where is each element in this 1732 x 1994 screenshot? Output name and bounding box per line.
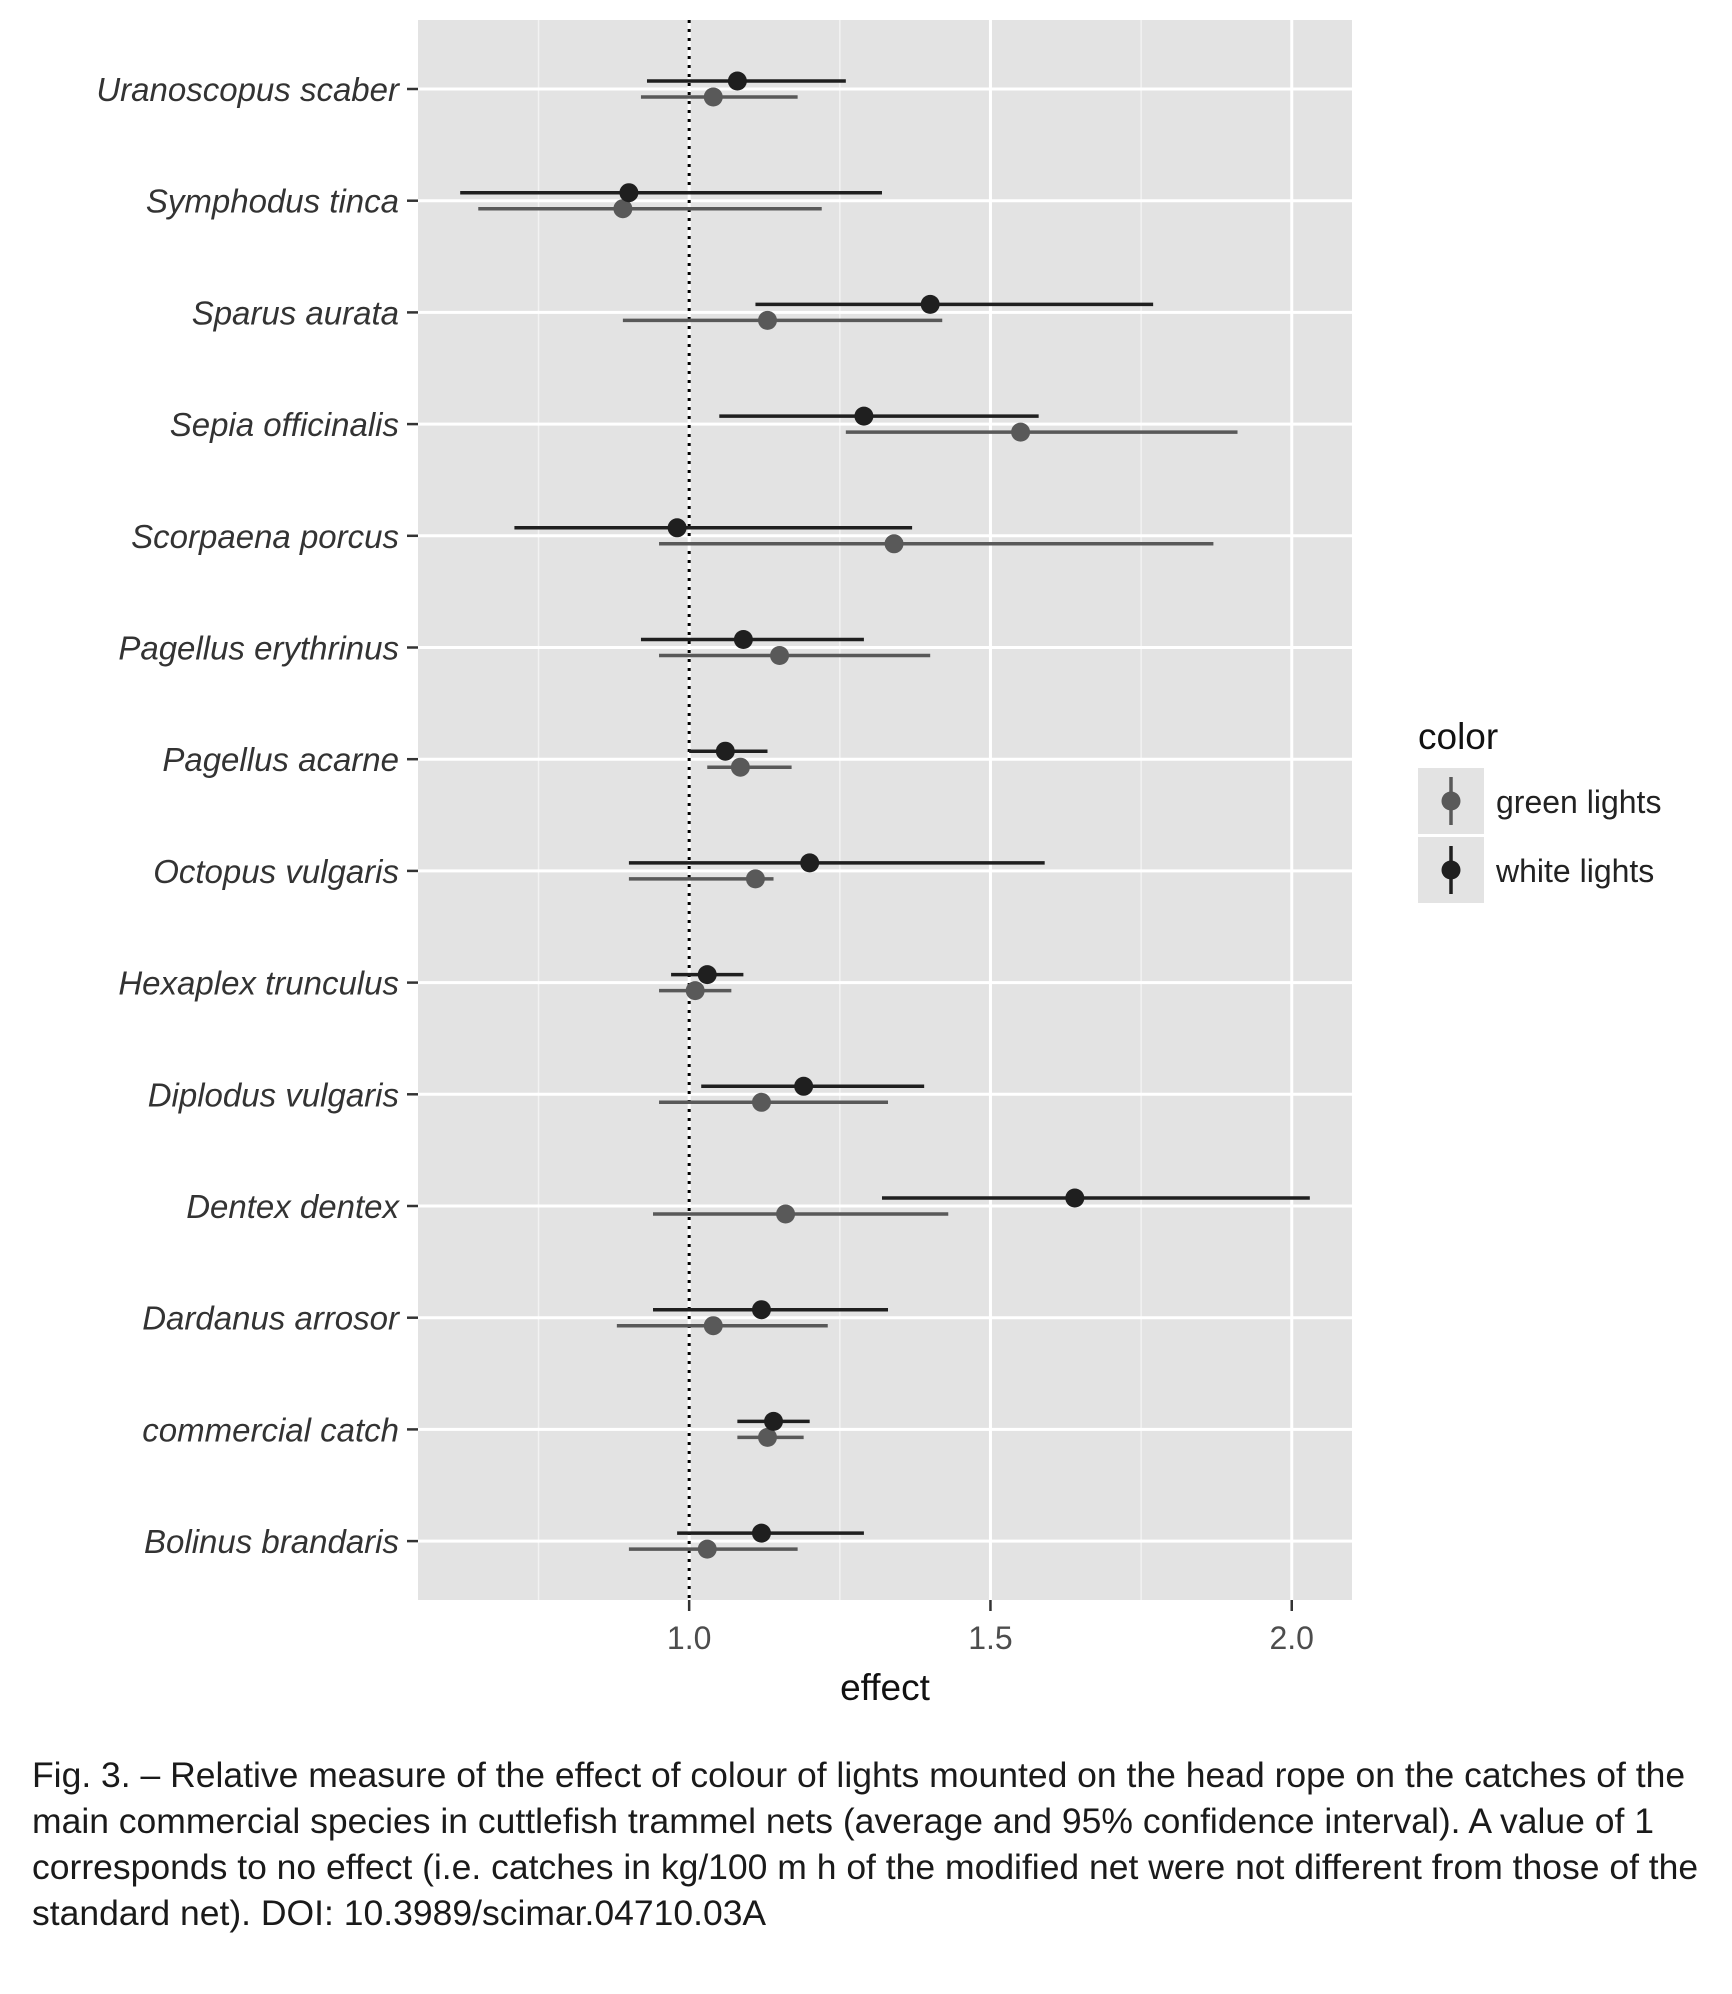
data-point-green-lights xyxy=(884,534,904,554)
y-axis-tick-label: Dentex dentex xyxy=(186,1188,400,1225)
y-axis-tick-label: commercial catch xyxy=(142,1411,399,1448)
data-point-white-lights xyxy=(619,183,639,203)
y-axis-tick-label: Scorpaena porcus xyxy=(131,518,399,555)
x-axis-tick-label: 1.5 xyxy=(968,1620,1012,1656)
plot-panel xyxy=(418,20,1352,1600)
y-axis-tick-label: Hexaplex trunculus xyxy=(118,965,399,1002)
data-point-white-lights xyxy=(800,853,820,873)
data-point-white-lights xyxy=(764,1411,784,1431)
data-point-white-lights xyxy=(727,71,747,91)
data-point-green-lights xyxy=(757,1427,777,1447)
y-axis-tick-label: Sepia officinalis xyxy=(170,406,399,443)
legend-label-green-lights: green lights xyxy=(1496,784,1661,820)
data-point-green-lights xyxy=(757,310,777,330)
data-point-white-lights xyxy=(715,741,735,761)
x-axis-title: effect xyxy=(840,1667,931,1708)
y-axis-tick-label: Octopus vulgaris xyxy=(153,853,399,890)
legend-key-point-white-lights xyxy=(1441,860,1461,880)
data-point-green-lights xyxy=(697,1539,717,1559)
legend-title: color xyxy=(1418,716,1498,757)
data-point-white-lights xyxy=(854,406,874,426)
data-point-green-lights xyxy=(613,199,633,219)
minor-gridlines xyxy=(537,20,1142,1600)
data-point-white-lights xyxy=(920,294,940,314)
data-point-green-lights xyxy=(745,869,765,889)
data-point-green-lights xyxy=(703,87,723,107)
legend-key-point-green-lights xyxy=(1441,791,1461,811)
data-point-green-lights xyxy=(685,981,705,1001)
data-point-green-lights xyxy=(730,757,750,777)
series-layer xyxy=(460,71,1310,1559)
data-point-green-lights xyxy=(1011,422,1031,442)
legend-label-white-lights: white lights xyxy=(1495,853,1654,889)
y-axis-tick-label: Dardanus arrosor xyxy=(142,1300,401,1337)
y-axis: Uranoscopus scaber Symphodus tinca Sparus … xyxy=(96,71,418,1560)
data-point-green-lights xyxy=(703,1316,723,1336)
data-point-white-lights xyxy=(733,630,753,649)
data-point-green-lights xyxy=(751,1092,771,1112)
data-point-white-lights xyxy=(751,1300,771,1320)
x-axis-tick-label: 1.0 xyxy=(667,1620,711,1656)
legend: color green lights white lights xyxy=(1418,716,1661,903)
data-point-green-lights xyxy=(770,646,790,665)
data-point-white-lights xyxy=(1065,1188,1085,1208)
y-axis-tick-label: Diplodus vulgaris xyxy=(148,1076,399,1113)
effect-chart: Uranoscopus scaber Symphodus tinca Sparus … xyxy=(96,20,1661,1708)
y-axis-tick-label: Symphodus tinca xyxy=(146,183,399,220)
figure-caption: Fig. 3. – Relative measure of the effect… xyxy=(32,1755,1699,1933)
y-axis-tick-label: Pagellus acarne xyxy=(162,741,399,778)
data-point-white-lights xyxy=(667,518,687,538)
major-gridlines xyxy=(418,20,1352,1600)
y-axis-tick-label: Uranoscopus scaber xyxy=(96,71,401,108)
y-axis-tick-label: Sparus aurata xyxy=(192,294,399,331)
data-point-white-lights xyxy=(697,965,717,985)
x-axis-tick-label: 2.0 xyxy=(1269,1620,1313,1656)
data-point-white-lights xyxy=(751,1523,771,1543)
data-point-white-lights xyxy=(794,1076,814,1096)
y-axis-tick-label: Bolinus brandaris xyxy=(144,1523,399,1560)
y-axis-tick-label: Pagellus erythrinus xyxy=(118,630,399,667)
data-point-green-lights xyxy=(776,1204,796,1224)
x-axis: 1.0 1.5 2.0 xyxy=(667,1600,1314,1656)
